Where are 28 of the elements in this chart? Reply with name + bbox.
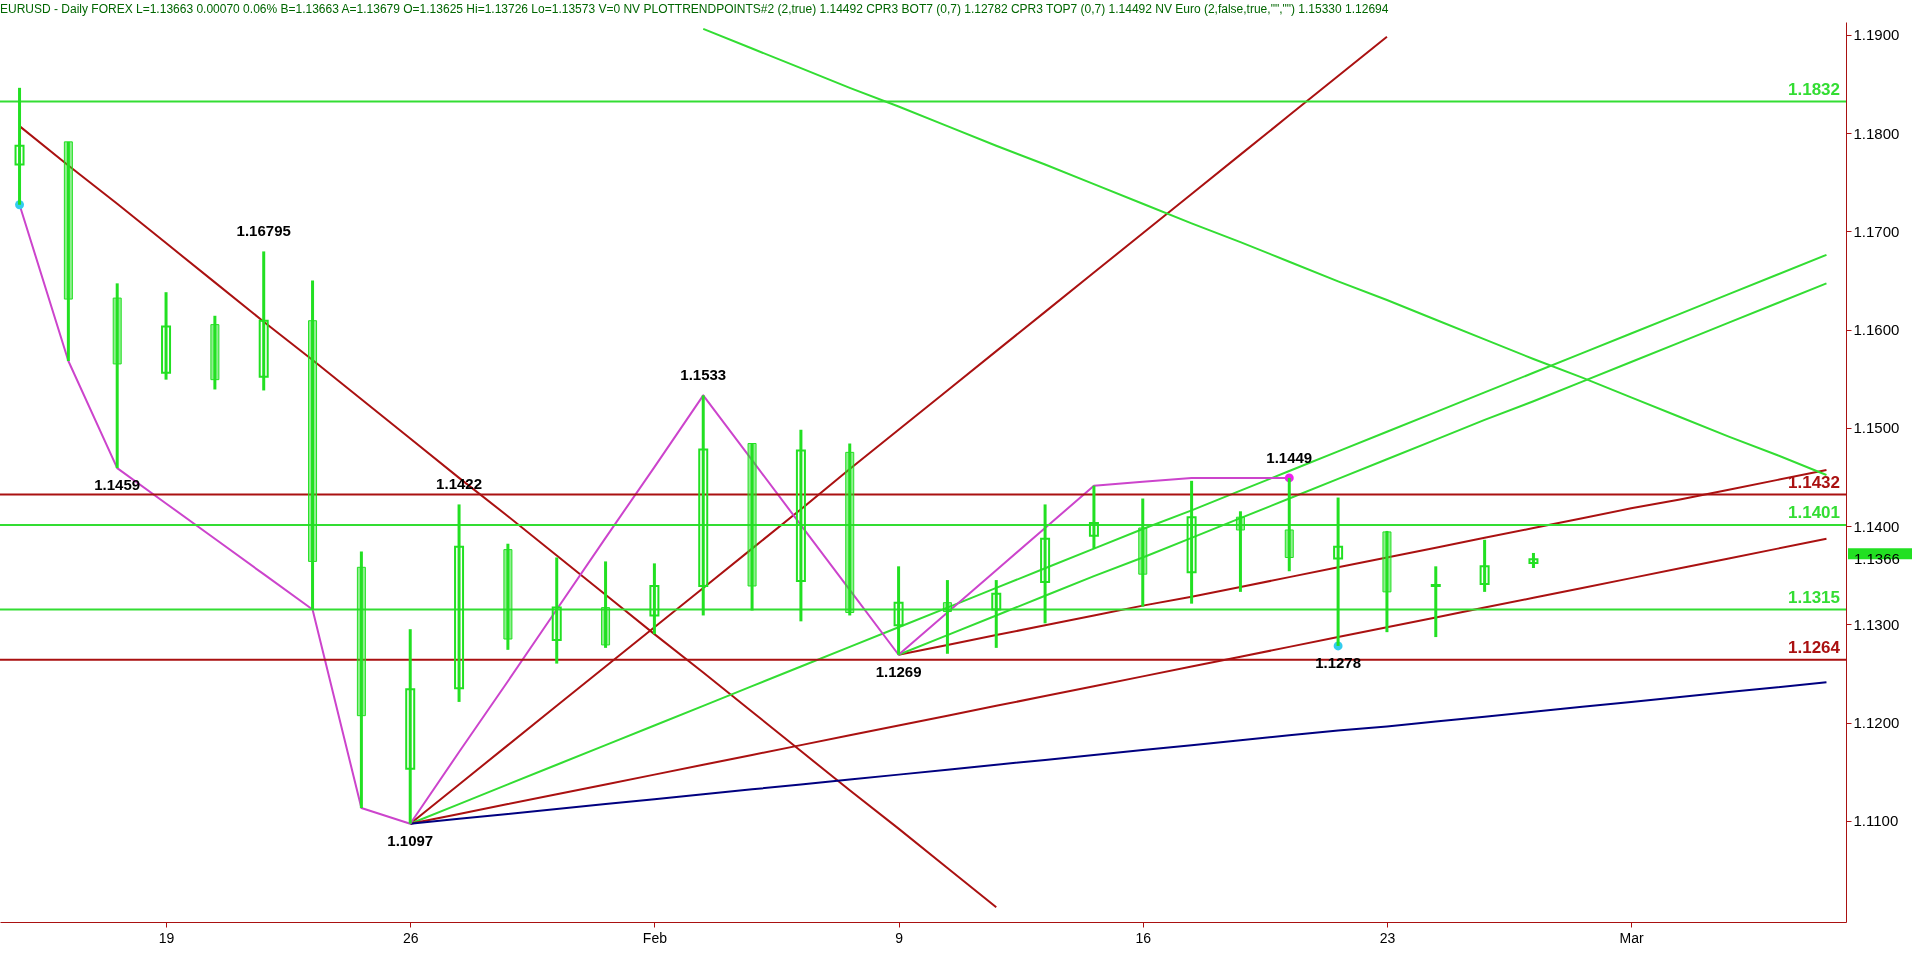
x-tick-label: 26	[402, 929, 419, 946]
chart-title: EURUSD - Daily FOREX L=1.13663 0.00070 0.06% B=1.13663 A=1.13679 O=1.13625 Hi=1.13726 Lo=1.13573 V=0 NV PLOTTRENDPOINTS#2 (2,true) 1.14492 CPR3 BOT7 (0,7) 1.12782 CPR3 TOP7 (0,7) 1.14492 NV Euro (2,false,true,"","") 1.15330 1.12694	[0, 2, 1389, 16]
ref-line-label: 1.1832	[1788, 79, 1840, 99]
x-tick-label: 9	[895, 929, 904, 946]
text: 1.1533	[680, 366, 727, 384]
x-tick-label: 19	[158, 929, 175, 946]
ref-line-label: 1.1432	[1788, 472, 1840, 492]
text: 1.1097	[387, 831, 434, 849]
y-tick-label: 1.1300	[1853, 615, 1900, 633]
y-tick-label: 1.1200	[1853, 714, 1900, 732]
ref-line-label: 1.1401	[1788, 503, 1840, 523]
x-tick-label: Feb	[642, 929, 668, 946]
text: 1.1269	[875, 662, 922, 680]
y-tick-label: 1.1600	[1853, 321, 1900, 339]
y-tick-label: 1.1400	[1853, 517, 1900, 535]
ref-line-label: 1.1315	[1788, 587, 1840, 607]
x-tick-label: 16	[1135, 929, 1152, 946]
ref-line-label: 1.1264	[1788, 637, 1841, 657]
y-tick-label: 1.1500	[1853, 419, 1900, 437]
y-tick-label: 1.1800	[1853, 124, 1900, 142]
y-tick-label: 1.1700	[1853, 222, 1900, 240]
y-tick-label: 1.1100	[1853, 812, 1899, 830]
text: 1.1459	[94, 476, 141, 494]
x-tick-label: Mar	[1619, 929, 1645, 946]
text: 1.1449	[1266, 448, 1313, 466]
y-tick-label: 1.1900	[1853, 26, 1900, 44]
text: 1.16795	[236, 222, 291, 240]
x-tick-label: 23	[1379, 929, 1396, 946]
